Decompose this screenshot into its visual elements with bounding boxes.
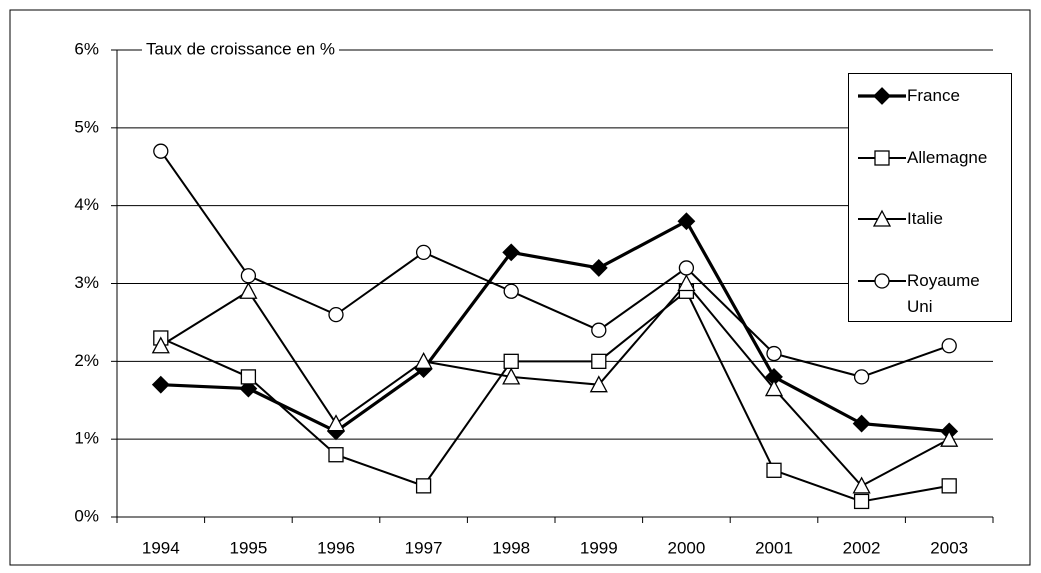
marker xyxy=(853,493,870,510)
marker xyxy=(852,476,871,494)
legend-label: Italie xyxy=(907,209,943,228)
marker xyxy=(940,429,959,447)
marker xyxy=(766,462,782,478)
legend: France Allemagne Italie Royaume Uni xyxy=(848,73,1012,322)
x-tick-label: 1994 xyxy=(142,538,180,557)
marker xyxy=(677,212,696,231)
x-tick-label: 2002 xyxy=(843,538,881,557)
marker xyxy=(941,478,957,494)
series-line xyxy=(160,219,950,434)
series-line xyxy=(160,289,950,503)
x-tick-label: 2003 xyxy=(930,538,968,557)
series-line xyxy=(159,150,950,378)
legend-swatch xyxy=(858,273,906,289)
marker xyxy=(853,369,870,385)
x-tick-label: 2001 xyxy=(755,538,793,557)
marker xyxy=(328,447,344,463)
marker xyxy=(678,260,695,276)
legend-swatch xyxy=(858,87,906,105)
marker xyxy=(764,379,784,397)
y-tick-label: 2% xyxy=(74,351,99,370)
marker xyxy=(591,322,607,338)
x-tick-label: 1995 xyxy=(229,538,267,557)
annotation-bg xyxy=(142,39,339,59)
legend-entry: Allemagne xyxy=(849,145,1013,185)
marker xyxy=(239,281,258,299)
marker xyxy=(874,150,890,166)
marker xyxy=(239,379,258,398)
marker xyxy=(414,351,433,369)
marker xyxy=(326,414,346,432)
y-tick-label: 3% xyxy=(74,273,99,292)
marker xyxy=(503,283,519,299)
marker xyxy=(328,306,344,323)
marker xyxy=(591,353,607,369)
marker xyxy=(415,244,432,261)
marker xyxy=(415,478,432,494)
marker xyxy=(240,369,257,385)
marker xyxy=(503,353,519,369)
series-line xyxy=(160,281,950,488)
y-tick-label: 1% xyxy=(74,429,99,448)
marker xyxy=(873,87,891,105)
marker xyxy=(872,209,892,227)
legend-swatch xyxy=(858,209,906,227)
legend-entry: Royaume Uni xyxy=(849,268,1013,316)
legend-label: Allemagne xyxy=(907,148,988,167)
marker xyxy=(852,414,871,433)
x-tick-label: 1998 xyxy=(492,538,530,557)
marker xyxy=(502,243,521,262)
marker xyxy=(151,375,170,394)
y-tick-label: 5% xyxy=(74,117,99,136)
y-tick-label: 0% xyxy=(74,506,99,525)
legend-label: France xyxy=(907,86,960,105)
marker xyxy=(151,336,170,354)
marker xyxy=(766,345,782,362)
marker xyxy=(153,143,169,159)
marker xyxy=(874,273,890,289)
marker xyxy=(677,274,696,292)
y-tick-label: 6% xyxy=(74,39,99,58)
annotation: Taux de croissance en % xyxy=(146,39,335,58)
marker xyxy=(502,367,521,385)
marker xyxy=(589,375,608,393)
x-tick-label: 2000 xyxy=(667,538,705,557)
legend-label: Royaume Uni xyxy=(907,271,980,316)
x-tick-label: 1997 xyxy=(405,538,443,557)
legend-swatch xyxy=(858,150,906,166)
y-tick-label: 4% xyxy=(74,195,99,214)
marker xyxy=(941,338,957,354)
marker xyxy=(589,259,608,277)
x-tick-label: 1996 xyxy=(317,538,355,557)
marker xyxy=(240,268,257,284)
x-tick-label: 1999 xyxy=(580,538,618,557)
legend-entry: France xyxy=(849,83,1013,123)
legend-entry: Italie xyxy=(849,206,1013,246)
